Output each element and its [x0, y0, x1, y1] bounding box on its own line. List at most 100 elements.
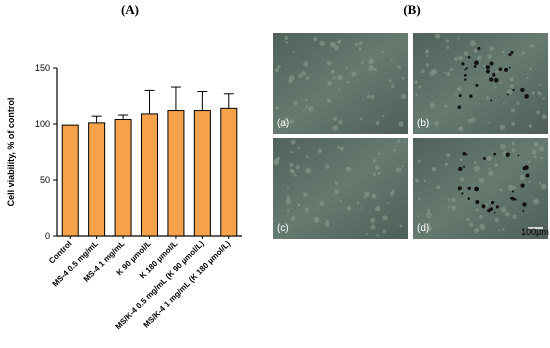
- cell: [458, 126, 464, 132]
- cell: [337, 146, 340, 149]
- cell: [529, 67, 533, 71]
- cell: [372, 159, 376, 163]
- cell: [495, 69, 499, 73]
- particle: [483, 157, 486, 160]
- cell: [504, 211, 510, 217]
- particle: [488, 77, 494, 82]
- cell: [485, 96, 490, 100]
- cell: [325, 164, 330, 169]
- cell: [468, 222, 474, 227]
- micrograph: [273, 138, 408, 239]
- particle: [520, 87, 525, 93]
- cell: [501, 227, 505, 231]
- cell: [499, 188, 503, 192]
- cell: [501, 50, 505, 54]
- cell: [329, 41, 336, 48]
- cell: [451, 205, 456, 210]
- particle: [475, 200, 480, 204]
- cell: [530, 44, 534, 48]
- cell: [401, 93, 407, 99]
- cell: [459, 157, 463, 162]
- cell: [488, 167, 491, 171]
- particle: [493, 211, 496, 214]
- cell: [429, 102, 436, 108]
- cell: [488, 170, 494, 177]
- cell: [332, 125, 338, 131]
- y-tick-label: 50: [40, 175, 50, 185]
- cell: [494, 163, 499, 168]
- cell: [370, 217, 376, 223]
- cell: [279, 122, 286, 129]
- cell: [333, 45, 340, 51]
- cell: [289, 119, 294, 124]
- cell: [374, 206, 381, 212]
- particle: [522, 209, 525, 212]
- cell: [363, 196, 366, 199]
- cell: [387, 202, 390, 205]
- cell: [531, 149, 537, 155]
- particle: [457, 105, 462, 109]
- particle: [522, 202, 527, 207]
- cell: [337, 119, 343, 125]
- cell: [317, 148, 323, 154]
- cell: [337, 75, 343, 81]
- cell: [528, 124, 533, 128]
- cell: [356, 201, 360, 205]
- bar: [88, 122, 106, 237]
- y-tick-label: 150: [35, 63, 50, 73]
- particle: [462, 152, 466, 156]
- cell: [451, 197, 456, 202]
- particle: [477, 46, 481, 50]
- cell: [459, 177, 465, 182]
- particle: [520, 183, 525, 188]
- particle: [467, 186, 471, 190]
- y-axis-label: Cell viability, % of control: [6, 98, 16, 207]
- cell: [334, 189, 340, 195]
- particle: [473, 65, 477, 68]
- cell: [414, 178, 420, 183]
- cell: [473, 161, 477, 165]
- image-label: (d): [417, 223, 429, 234]
- particle: [461, 192, 464, 195]
- particle: [474, 186, 480, 192]
- cell: [488, 121, 491, 124]
- cell: [308, 106, 314, 112]
- cell: [376, 233, 379, 237]
- bar: [167, 110, 185, 237]
- cell: [446, 153, 451, 158]
- y-tick-label: 100: [35, 119, 50, 129]
- particle: [458, 94, 462, 98]
- cell: [396, 139, 401, 143]
- cell: [326, 98, 332, 103]
- cell: [526, 76, 529, 80]
- cell: [427, 222, 431, 226]
- cell: [427, 208, 431, 213]
- cell: [533, 155, 537, 159]
- cell: [298, 73, 303, 78]
- cell: [540, 156, 543, 160]
- cell: [463, 51, 469, 56]
- cell: [533, 198, 539, 205]
- cell: [293, 173, 297, 177]
- particle: [467, 197, 471, 200]
- cell: [541, 114, 547, 120]
- cell: [447, 198, 451, 202]
- particle: [475, 83, 479, 87]
- cell: [286, 186, 290, 190]
- cell: [373, 67, 378, 72]
- cell: [393, 148, 396, 152]
- cell: [382, 50, 385, 54]
- particle: [464, 78, 467, 81]
- cell: [398, 121, 404, 127]
- cell: [339, 199, 342, 203]
- cell: [297, 146, 301, 150]
- cell: [359, 117, 363, 121]
- cell: [540, 183, 547, 190]
- cell: [303, 192, 308, 197]
- cell: [431, 166, 437, 172]
- cell: [275, 105, 279, 110]
- cell: [448, 205, 451, 208]
- cell: [292, 50, 295, 53]
- particle: [508, 66, 511, 69]
